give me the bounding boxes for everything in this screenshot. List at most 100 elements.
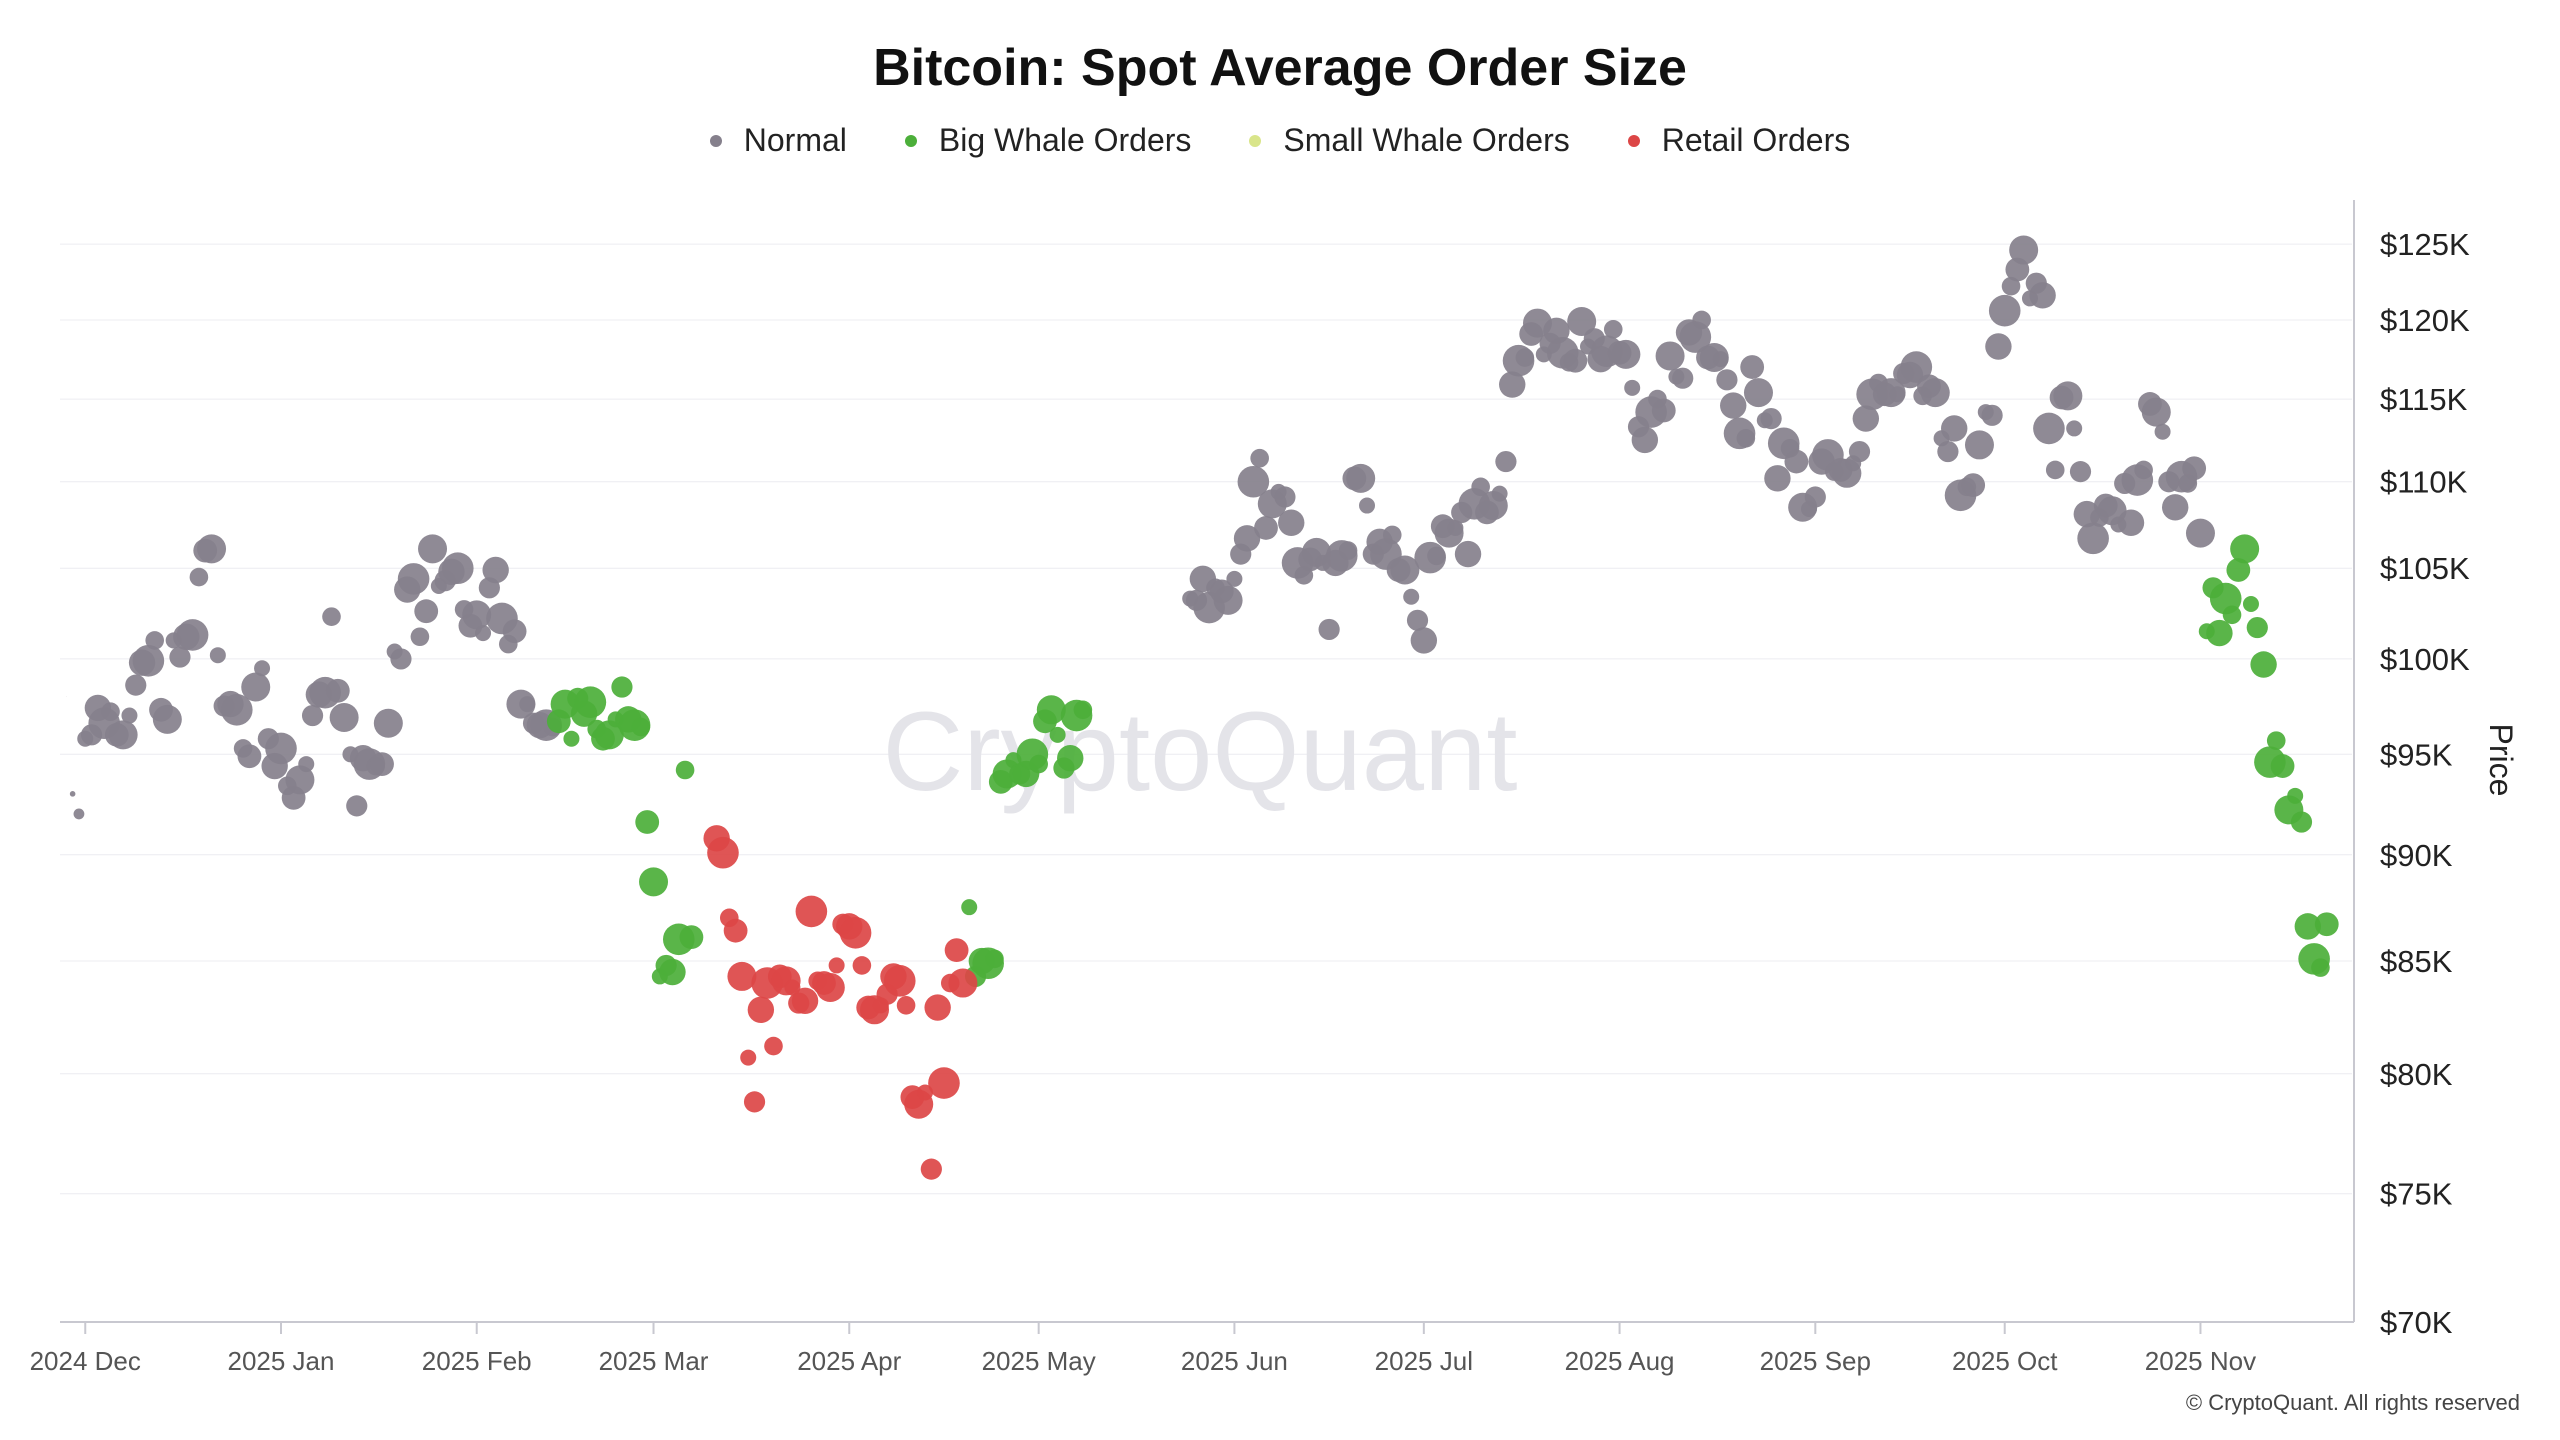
data-point[interactable] <box>1679 321 1712 353</box>
data-point[interactable] <box>1563 348 1588 373</box>
data-point[interactable] <box>1900 351 1933 383</box>
data-point[interactable] <box>883 965 916 997</box>
data-point[interactable] <box>373 708 403 738</box>
data-point[interactable] <box>1237 465 1270 498</box>
data-point[interactable] <box>1716 369 1738 391</box>
data-point[interactable] <box>2242 595 2259 612</box>
data-point[interactable] <box>924 994 951 1021</box>
data-point[interactable] <box>631 717 651 737</box>
data-point[interactable] <box>1988 294 2021 327</box>
data-point[interactable] <box>1254 516 1278 540</box>
data-point[interactable] <box>852 956 872 975</box>
data-point[interactable] <box>298 756 315 773</box>
data-point[interactable] <box>2001 276 2021 296</box>
series-retail-orders[interactable] <box>703 825 978 1180</box>
data-point[interactable] <box>502 619 527 644</box>
data-point[interactable] <box>1318 618 1340 641</box>
data-point[interactable] <box>2029 282 2056 309</box>
data-point[interactable] <box>743 1091 766 1113</box>
data-point[interactable] <box>795 895 828 928</box>
data-point[interactable] <box>1611 339 1641 369</box>
data-point[interactable] <box>675 760 695 780</box>
data-point[interactable] <box>390 648 412 670</box>
data-point[interactable] <box>397 563 430 595</box>
data-point[interactable] <box>1985 333 2012 360</box>
data-point[interactable] <box>2053 381 2083 411</box>
data-point[interactable] <box>2162 494 2189 521</box>
data-point[interactable] <box>1233 525 1261 552</box>
data-point[interactable] <box>176 619 209 651</box>
data-point[interactable] <box>1736 429 1756 448</box>
data-point[interactable] <box>1274 486 1296 508</box>
data-point[interactable] <box>462 600 492 630</box>
data-point[interactable] <box>73 808 85 820</box>
legend-item-retail[interactable]: Retail Orders <box>1627 122 1850 159</box>
data-point[interactable] <box>125 674 147 696</box>
data-point[interactable] <box>69 791 76 797</box>
data-point[interactable] <box>1655 341 1685 371</box>
data-point[interactable] <box>707 836 739 869</box>
data-point[interactable] <box>2311 958 2330 977</box>
data-point[interactable] <box>414 599 439 624</box>
data-point[interactable] <box>1852 405 1880 432</box>
data-point[interactable] <box>839 917 872 949</box>
data-point[interactable] <box>2230 534 2260 564</box>
data-point[interactable] <box>1049 726 1066 743</box>
data-point[interactable] <box>220 694 253 726</box>
data-point[interactable] <box>1631 426 1659 454</box>
data-point[interactable] <box>2033 412 2065 445</box>
data-point[interactable] <box>2182 456 2207 481</box>
data-point[interactable] <box>1760 408 1782 430</box>
data-point[interactable] <box>1603 319 1623 339</box>
data-point[interactable] <box>1390 555 1420 585</box>
data-point[interactable] <box>2206 619 2233 647</box>
data-point[interactable] <box>2154 423 2171 440</box>
data-point[interactable] <box>723 918 748 943</box>
data-point[interactable] <box>2246 616 2268 639</box>
data-point[interactable] <box>2222 605 2242 625</box>
data-point[interactable] <box>418 534 448 564</box>
legend-item-small-whale[interactable]: Small Whale Orders <box>1249 122 1570 159</box>
data-point[interactable] <box>1784 449 1809 474</box>
data-point[interactable] <box>1427 546 1446 566</box>
data-point[interactable] <box>1029 754 1048 774</box>
data-point[interactable] <box>639 867 669 897</box>
data-point[interactable] <box>917 1084 934 1101</box>
data-point[interactable] <box>1961 473 1986 498</box>
data-point[interactable] <box>594 720 624 750</box>
data-point[interactable] <box>1359 497 1376 514</box>
data-point[interactable] <box>322 607 341 626</box>
data-point[interactable] <box>928 1067 960 1099</box>
data-point[interactable] <box>197 534 227 564</box>
data-point[interactable] <box>1764 465 1791 492</box>
data-point[interactable] <box>574 686 607 718</box>
legend-item-normal[interactable]: Normal <box>709 122 847 159</box>
data-point[interactable] <box>475 625 492 642</box>
data-point[interactable] <box>121 707 138 724</box>
data-point[interactable] <box>2294 913 2322 940</box>
data-points[interactable] <box>66 235 2339 1180</box>
data-point[interactable] <box>1410 627 1438 654</box>
data-point[interactable] <box>2287 787 2304 804</box>
data-point[interactable] <box>563 730 580 747</box>
data-point[interactable] <box>679 925 704 950</box>
data-point[interactable] <box>920 1158 942 1180</box>
data-point[interactable] <box>254 660 271 677</box>
data-point[interactable] <box>1941 415 1968 442</box>
data-point[interactable] <box>329 702 359 732</box>
data-point[interactable] <box>2250 651 2277 678</box>
data-point[interactable] <box>441 552 474 585</box>
data-point[interactable] <box>325 678 350 703</box>
data-point[interactable] <box>1250 448 1269 468</box>
data-point[interactable] <box>2290 811 2313 833</box>
data-point[interactable] <box>2266 731 2286 750</box>
data-point[interactable] <box>519 696 536 713</box>
data-point[interactable] <box>944 938 969 963</box>
data-point[interactable] <box>961 899 978 916</box>
data-point[interactable] <box>635 810 660 834</box>
data-point[interactable] <box>1346 463 1376 493</box>
data-point[interactable] <box>985 949 1004 969</box>
data-point[interactable] <box>1692 310 1711 330</box>
data-point[interactable] <box>101 702 120 722</box>
data-point[interactable] <box>1491 485 1508 502</box>
